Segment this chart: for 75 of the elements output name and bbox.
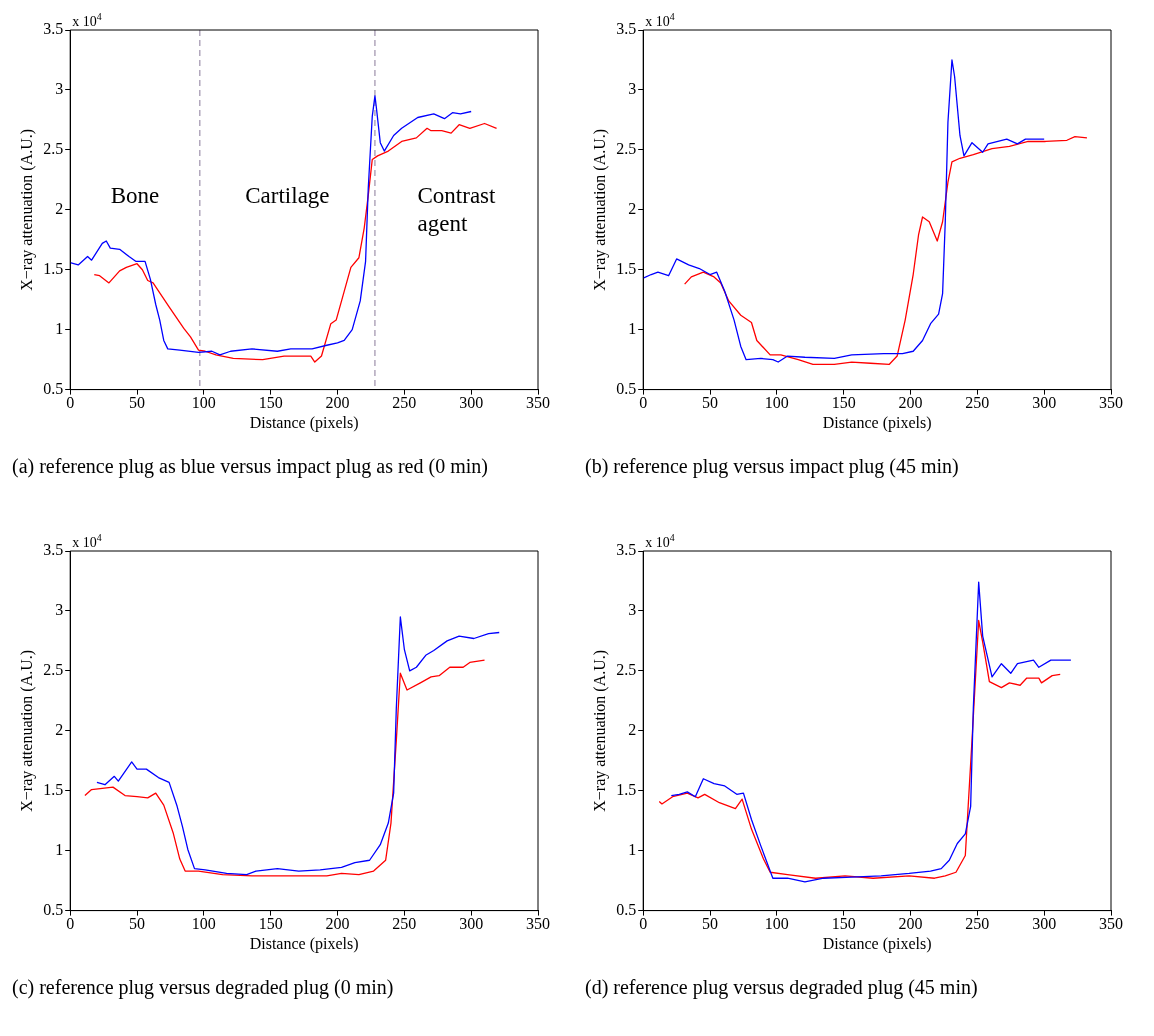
y-tick-label: 1 — [55, 319, 64, 337]
y-tick-label: 1.5 — [616, 780, 637, 798]
y-tick-label: 0.5 — [616, 379, 637, 397]
x-tick-label: 50 — [129, 915, 146, 933]
x-tick-label: 300 — [1032, 394, 1057, 412]
x-tick-label: 350 — [526, 394, 550, 412]
y-tick-label: 0.5 — [43, 900, 64, 918]
annotation: Cartilage — [245, 182, 330, 208]
x-axis-title: Distance (pixels) — [249, 934, 359, 953]
y-tick-label: 3.5 — [616, 20, 637, 38]
x-tick-label: 100 — [764, 915, 789, 933]
annotation: Contrast agent — [417, 182, 497, 236]
x-tick-label: 200 — [325, 394, 350, 412]
x-tick-label: 0 — [639, 394, 648, 412]
text: (b) reference plug versus impact plug (45 min) — [584, 454, 960, 480]
y-tick-label: 0.5 — [43, 379, 64, 397]
y-tick-label: 3 — [628, 80, 637, 98]
y-tick-label: 3 — [628, 601, 637, 619]
y-tick-label: 2.5 — [616, 661, 637, 679]
y-tick-label: 3.5 — [43, 20, 64, 38]
text: (c) reference plug versus degraded plug (0 min) — [11, 975, 395, 1001]
y-tick-label: 2 — [628, 721, 637, 738]
y-tick-label: 3 — [55, 80, 64, 98]
x-tick-label: 300 — [1032, 915, 1057, 933]
y-tick-label: 1 — [628, 319, 637, 337]
x-tick-label: 250 — [392, 394, 417, 412]
x-tick-label: 250 — [392, 915, 417, 933]
y-tick-label: 2 — [628, 200, 637, 217]
y-tick-label: 1.5 — [43, 259, 64, 277]
x-tick-label: 100 — [191, 915, 216, 933]
x-tick-label: 150 — [258, 915, 283, 933]
x-tick-label: 150 — [831, 394, 856, 412]
y-tick-label: 2.5 — [616, 140, 637, 158]
x-tick-label: 50 — [129, 394, 146, 412]
text: (a) reference plug as blue versus impact plug as red (0 min) — [11, 454, 489, 480]
text: (d) reference plug versus degraded plug (45 min) — [584, 975, 979, 1001]
y-axis-title: X−ray attenuation (A.U.) — [590, 128, 609, 291]
x-axis-title: Distance (pixels) — [822, 413, 932, 432]
x-tick-label: 250 — [965, 915, 990, 933]
y-tick-label: 1 — [628, 840, 637, 858]
x-axis-title: Distance (pixels) — [822, 934, 932, 953]
x-tick-label: 100 — [191, 394, 216, 412]
y-tick-label: 3.5 — [616, 541, 637, 559]
x-tick-label: 50 — [702, 394, 719, 412]
x-tick-label: 350 — [1099, 915, 1123, 933]
x-tick-label: 300 — [459, 394, 484, 412]
y-axis-title: X−ray attenuation (A.U.) — [590, 649, 609, 812]
x-tick-label: 0 — [66, 394, 75, 412]
y-tick-label: 3.5 — [43, 541, 64, 559]
y-tick-label: 2.5 — [43, 661, 64, 679]
x-tick-label: 200 — [898, 915, 923, 933]
x-tick-label: 150 — [258, 394, 283, 412]
x-tick-label: 0 — [66, 915, 75, 933]
annotation: Bone — [110, 182, 160, 208]
x-tick-label: 350 — [526, 915, 550, 933]
x-tick-label: 250 — [965, 394, 990, 412]
y-axis-title: X−ray attenuation (A.U.) — [17, 649, 36, 812]
x-tick-label: 350 — [1099, 394, 1123, 412]
x-tick-label: 300 — [459, 915, 484, 933]
y-tick-label: 2 — [55, 200, 64, 217]
y-tick-label: 1.5 — [616, 259, 637, 277]
x-tick-label: 0 — [639, 915, 648, 933]
y-tick-label: 2 — [55, 721, 64, 738]
x-axis-title: Distance (pixels) — [249, 413, 359, 432]
x-tick-label: 150 — [831, 915, 856, 933]
x-tick-label: 50 — [702, 915, 719, 933]
x-tick-label: 100 — [764, 394, 789, 412]
y-tick-label: 2.5 — [43, 140, 64, 158]
x-tick-label: 200 — [898, 394, 923, 412]
y-tick-label: 3 — [55, 601, 64, 619]
y-tick-label: 0.5 — [616, 900, 637, 918]
y-tick-label: 1 — [55, 840, 64, 858]
y-tick-label: 1.5 — [43, 780, 64, 798]
x-tick-label: 200 — [325, 915, 350, 933]
y-axis-title: X−ray attenuation (A.U.) — [17, 128, 36, 291]
